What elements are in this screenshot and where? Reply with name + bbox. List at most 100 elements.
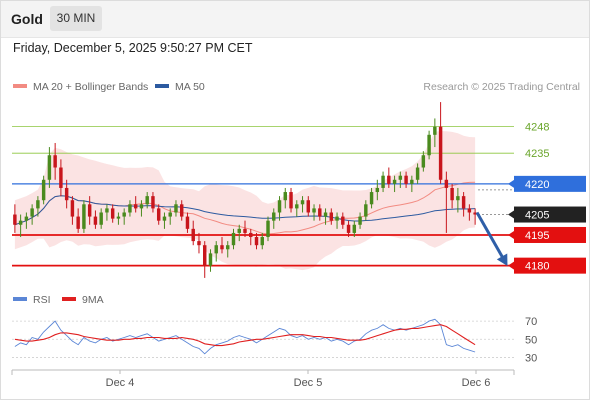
- candle: [456, 187, 460, 213]
- rsi-tick-70: 70: [525, 316, 537, 328]
- candle-body: [375, 187, 380, 193]
- level-label-4205: 4205: [525, 210, 549, 222]
- candle-body: [272, 212, 276, 221]
- candle-body: [179, 204, 184, 217]
- candle: [249, 228, 253, 246]
- ma50-line: [14, 195, 476, 226]
- candle: [220, 237, 224, 254]
- level-label-4235: 4235: [525, 148, 549, 160]
- ma9-swatch: [62, 297, 76, 301]
- candle-body: [203, 245, 207, 266]
- candle-body: [41, 179, 46, 201]
- candle: [277, 196, 282, 221]
- candle: [369, 187, 374, 209]
- ma9-legend-label: 9MA: [82, 294, 104, 306]
- level-tag-pointer: [508, 230, 514, 239]
- candle: [404, 171, 408, 188]
- candle: [421, 151, 426, 172]
- candle: [352, 220, 357, 238]
- candle: [300, 196, 305, 213]
- candle-body: [387, 175, 391, 184]
- candle: [203, 241, 207, 278]
- rsi-panel: 70 50 30: [12, 316, 537, 364]
- candle: [93, 210, 98, 229]
- candle: [105, 204, 109, 221]
- candle-body: [249, 232, 253, 238]
- candle: [76, 208, 80, 233]
- candle: [467, 204, 472, 221]
- candle: [450, 183, 454, 209]
- candle: [231, 228, 236, 250]
- timeframe-button[interactable]: 30 MIN: [50, 6, 102, 31]
- candle: [237, 224, 241, 242]
- candle-body: [295, 204, 299, 209]
- candle-body: [24, 216, 29, 221]
- candle-body: [456, 196, 460, 201]
- rsi-tick-30: 30: [525, 352, 537, 364]
- level-tag-4180: [514, 257, 586, 274]
- candle-body: [226, 245, 230, 250]
- candle-body: [433, 126, 437, 135]
- level-tag-pointer: [508, 261, 514, 270]
- candle-body: [70, 200, 75, 217]
- rsi-ma9-line: [14, 324, 476, 347]
- candle: [128, 200, 132, 217]
- candle-body: [444, 179, 449, 188]
- candle: [156, 204, 161, 225]
- rsi-tick-50: 50: [525, 334, 537, 346]
- candle-body: [47, 155, 52, 180]
- candle-body: [99, 212, 103, 225]
- candle-body: [346, 224, 351, 233]
- candle-body: [410, 179, 414, 184]
- candle: [312, 204, 316, 221]
- candle-body: [162, 216, 167, 221]
- level-tag-4205: [514, 206, 586, 223]
- candle: [24, 212, 29, 229]
- candle: [335, 212, 339, 229]
- candle: [295, 200, 299, 217]
- candle: [427, 130, 431, 160]
- candle: [433, 118, 437, 148]
- rsi-line: [14, 318, 476, 355]
- candle-body: [329, 212, 334, 221]
- rsi-legend: RSI 9MA: [13, 294, 104, 306]
- candle: [415, 163, 420, 184]
- chart-header: Gold 30 MIN: [0, 0, 590, 38]
- candle: [168, 208, 172, 225]
- candle-body: [231, 232, 236, 246]
- candle: [185, 212, 190, 233]
- candle: [59, 159, 63, 197]
- candle: [410, 175, 414, 193]
- candle: [162, 212, 167, 229]
- candle: [179, 200, 184, 221]
- candle: [289, 187, 293, 213]
- candle-body: [13, 214, 17, 225]
- level-label-4248: 4248: [525, 122, 549, 134]
- candle: [375, 179, 380, 201]
- candle-body: [128, 204, 132, 213]
- candle: [260, 232, 264, 250]
- candle: [318, 204, 322, 221]
- candle-body: [59, 167, 63, 188]
- x-tick-label: Dec 5: [294, 377, 323, 389]
- candle: [272, 208, 276, 229]
- candle-body: [64, 187, 69, 201]
- legend: MA 20 + Bollinger Bands MA 50 Research ©…: [13, 81, 580, 93]
- candle-body: [76, 216, 80, 229]
- candle-body: [306, 200, 311, 213]
- candle: [139, 200, 144, 217]
- candle: [13, 204, 17, 233]
- candle-body: [93, 216, 98, 225]
- forecast-arrow-shaft: [475, 211, 507, 263]
- candle: [398, 171, 403, 188]
- level-tag-pointer: [508, 210, 514, 219]
- candle: [341, 212, 345, 229]
- ma50-swatch: [155, 84, 169, 88]
- candle-body: [358, 216, 362, 225]
- rsi-swatch: [13, 297, 27, 301]
- level-tag-4195: [514, 226, 586, 243]
- candle: [208, 249, 213, 272]
- candle-body: [116, 216, 121, 219]
- candle: [438, 102, 443, 184]
